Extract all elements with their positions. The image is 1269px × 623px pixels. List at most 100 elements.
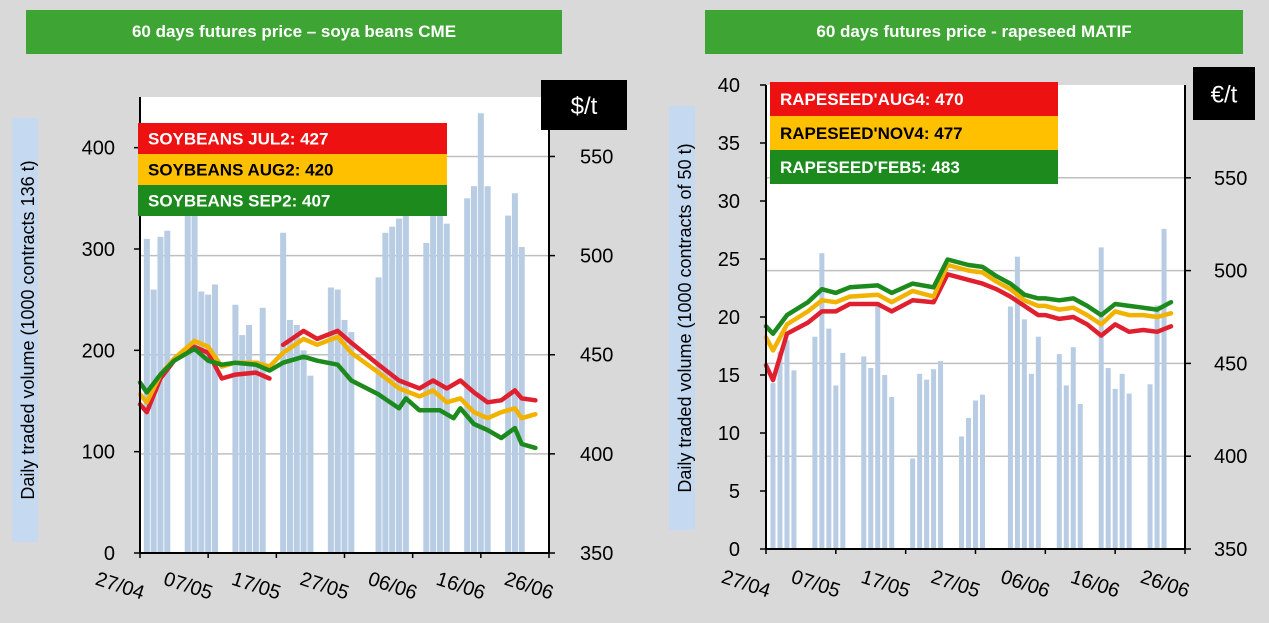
legend-box bbox=[138, 185, 447, 216]
volume-bar bbox=[471, 186, 478, 553]
volume-bar bbox=[812, 336, 818, 549]
volume-bar bbox=[1105, 368, 1111, 549]
volume-bar bbox=[833, 385, 839, 549]
volume-bar bbox=[382, 232, 389, 553]
volume-bar bbox=[1063, 385, 1069, 549]
y-tick-label-left: 400 bbox=[82, 138, 115, 160]
volume-bar bbox=[430, 178, 437, 554]
ylabel-band bbox=[669, 106, 695, 530]
legend-box bbox=[770, 116, 1058, 150]
price-line bbox=[280, 328, 538, 405]
volume-bar bbox=[1028, 373, 1034, 549]
volume-bar bbox=[484, 186, 491, 553]
legend-entry: RAPESEED'FEB5: 483 bbox=[780, 158, 960, 177]
y-tick-label-left: 30 bbox=[718, 191, 740, 213]
legend-box bbox=[770, 150, 1058, 184]
volume-bar bbox=[334, 289, 341, 553]
price-line bbox=[763, 257, 1174, 336]
x-tick-label: 16/06 bbox=[1068, 566, 1122, 602]
x-tick-label: 26/06 bbox=[1138, 566, 1192, 602]
volume-bar bbox=[143, 238, 150, 553]
volume-bar bbox=[505, 215, 512, 553]
y-axis-label-right: €/t bbox=[1211, 82, 1238, 109]
price-line bbox=[763, 262, 1174, 353]
legend-entry: SOYBEANS SEP2: 407 bbox=[148, 192, 330, 211]
volume-bar bbox=[239, 335, 246, 553]
volume-bar bbox=[784, 340, 790, 549]
volume-bar bbox=[819, 253, 825, 549]
volume-bar bbox=[966, 417, 972, 549]
ylabel-band bbox=[12, 118, 38, 542]
volume-bar bbox=[910, 458, 916, 549]
y-tick-label-left: 5 bbox=[729, 481, 740, 503]
volume-bar bbox=[889, 397, 895, 549]
volume-bar bbox=[252, 360, 259, 553]
price-line bbox=[763, 272, 1174, 383]
volume-bar bbox=[1014, 256, 1020, 549]
chart-title-rapeseed: 60 days futures price - rapeseed MATIF bbox=[705, 10, 1243, 54]
x-tick-label: 06/06 bbox=[998, 566, 1052, 602]
volume-bar bbox=[770, 383, 776, 549]
legend-entry: RAPESEED'NOV4: 477 bbox=[780, 124, 963, 143]
volume-bar bbox=[973, 400, 978, 549]
y-tick-label-right: 500 bbox=[580, 246, 613, 268]
volume-bar bbox=[286, 319, 293, 553]
unit-box bbox=[1193, 67, 1255, 120]
y-axis-label-right: $/t bbox=[571, 93, 598, 120]
volume-bar bbox=[1021, 319, 1027, 549]
volume-bar bbox=[938, 361, 944, 549]
volume-bar bbox=[389, 226, 396, 553]
y-axis-label-left: Daily traded volume (1000 contracts of 5… bbox=[675, 143, 695, 492]
volume-bar bbox=[882, 375, 888, 549]
legend-box bbox=[770, 82, 1058, 116]
y-tick-label-left: 25 bbox=[718, 249, 740, 271]
volume-bar bbox=[1035, 336, 1041, 549]
volume-bar bbox=[436, 167, 443, 553]
y-tick-label-right: 550 bbox=[1214, 168, 1247, 190]
volume-bar bbox=[246, 325, 253, 553]
volume-bar bbox=[341, 319, 348, 553]
x-tick-label: 07/05 bbox=[788, 566, 842, 602]
volume-bar bbox=[861, 356, 867, 549]
volume-bar bbox=[917, 373, 923, 549]
volume-bar bbox=[1007, 306, 1013, 549]
price-line bbox=[137, 346, 538, 451]
volume-bar bbox=[232, 304, 239, 553]
volume-bar bbox=[875, 305, 881, 549]
x-tick-label: 17/05 bbox=[858, 566, 912, 602]
volume-bar bbox=[1077, 404, 1083, 549]
y-axis-label-left: Daily traded volume (1000 contracts 136 … bbox=[18, 160, 38, 499]
volume-bar bbox=[477, 113, 484, 554]
volume-bar bbox=[979, 394, 985, 549]
volume-bar bbox=[327, 287, 334, 553]
legend-box bbox=[138, 123, 447, 154]
y-tick-label-left: 35 bbox=[718, 133, 740, 155]
y-tick-label-right: 450 bbox=[1214, 353, 1247, 375]
y-tick-label-left: 0 bbox=[104, 543, 115, 565]
volume-bar bbox=[959, 436, 965, 549]
legend-entry: SOYBEANS JUL2: 427 bbox=[148, 130, 328, 149]
y-tick-label-right: 550 bbox=[580, 146, 613, 168]
y-tick-label-left: 300 bbox=[82, 239, 115, 261]
volume-bar bbox=[423, 242, 430, 554]
y-tick-label-right: 450 bbox=[580, 345, 613, 367]
unit-box bbox=[541, 80, 627, 130]
volume-bar bbox=[375, 277, 382, 553]
volume-bar bbox=[777, 351, 783, 549]
price-line bbox=[137, 334, 538, 421]
volume-bar bbox=[402, 167, 409, 553]
volume-bar bbox=[1147, 384, 1153, 549]
y-tick-label-right: 400 bbox=[1214, 446, 1247, 468]
chart-title-soya: 60 days futures price – soya beans CME bbox=[26, 10, 562, 54]
price-line bbox=[137, 344, 272, 415]
y-tick-label-left: 0 bbox=[729, 539, 740, 561]
volume-bar bbox=[157, 236, 164, 553]
volume-bar bbox=[259, 307, 266, 553]
volume-bar bbox=[280, 232, 287, 553]
volume-bar bbox=[511, 193, 518, 553]
legend-entry: RAPESEED'AUG4: 470 bbox=[780, 90, 964, 109]
legend-box bbox=[138, 154, 447, 185]
x-tick-label: 27/04 bbox=[719, 566, 773, 602]
y-tick-label-left: 15 bbox=[718, 365, 740, 387]
